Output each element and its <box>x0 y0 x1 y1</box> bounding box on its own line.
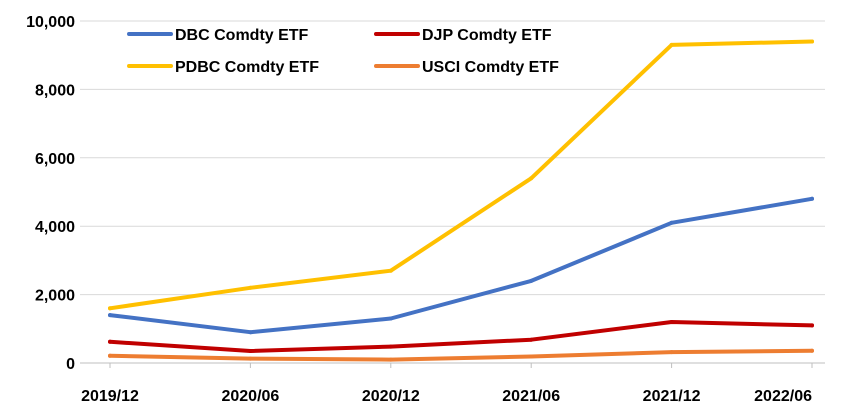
data-point-djp <box>108 339 112 344</box>
legend-label-usci: USCI Comdty ETF <box>422 59 559 76</box>
grid-layer <box>80 20 825 296</box>
legend: DBC Comdty ETF DJP Comdty ETF PDBC Comdty … <box>127 27 559 76</box>
data-point-dbc <box>388 316 393 321</box>
data-point-usci <box>810 348 814 353</box>
data-point-dbc <box>810 196 814 201</box>
y-tick-label: 4,000 <box>35 219 75 236</box>
series-layer <box>108 39 814 362</box>
data-point-dbc <box>108 313 112 318</box>
y-tick-label: 6,000 <box>35 151 75 168</box>
data-point-usci <box>248 356 253 361</box>
series-line-pdbc <box>108 39 814 311</box>
data-point-djp <box>529 337 534 342</box>
y-tick-label: 2,000 <box>35 288 75 305</box>
data-point-pdbc <box>388 268 393 273</box>
data-point-dbc <box>248 330 253 335</box>
y-tick-label: 10,000 <box>26 14 75 31</box>
x-tick-label: 2021/06 <box>502 388 560 405</box>
data-point-djp <box>388 344 393 349</box>
x-tick-label: 2019/12 <box>81 388 139 405</box>
series-line-djp <box>108 320 814 353</box>
data-point-dbc <box>529 278 534 283</box>
series-line-dbc <box>108 196 814 335</box>
series-line-usci <box>108 348 814 362</box>
x-tick-label: 2021/12 <box>643 388 701 405</box>
data-point-usci <box>388 357 393 362</box>
legend-label-dbc: DBC Comdty ETF <box>175 27 309 44</box>
data-point-dbc <box>669 220 674 225</box>
x-tick-label: 2022/06 <box>754 388 812 405</box>
y-tick-label: 0 <box>66 356 75 373</box>
data-point-djp <box>248 349 253 353</box>
x-tick-label: 2020/06 <box>221 388 279 405</box>
x-tick-label: 2020/12 <box>362 388 420 405</box>
data-point-usci <box>529 354 534 359</box>
data-point-pdbc <box>669 42 674 47</box>
data-point-pdbc <box>810 39 814 44</box>
data-point-djp <box>669 320 674 324</box>
data-point-pdbc <box>529 176 534 181</box>
data-point-pdbc <box>108 306 112 311</box>
data-point-djp <box>810 323 814 328</box>
legend-label-djp: DJP Comdty ETF <box>422 27 552 44</box>
y-tick-label: 8,000 <box>35 82 75 99</box>
data-point-pdbc <box>248 285 253 290</box>
axis-layer: 0 2,000 4,000 6,000 8,000 10,000 2019/12 2020/0… <box>26 14 825 405</box>
data-point-usci <box>108 353 112 358</box>
data-point-usci <box>669 350 674 355</box>
legend-label-pdbc: PDBC Comdty ETF <box>175 59 319 76</box>
